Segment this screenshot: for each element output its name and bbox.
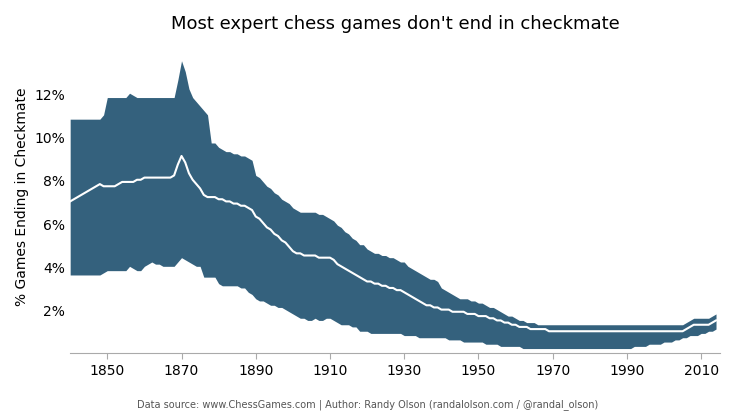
Title: Most expert chess games don't end in checkmate: Most expert chess games don't end in che… xyxy=(171,15,619,33)
Y-axis label: % Games Ending in Checkmate: % Games Ending in Checkmate xyxy=(15,88,29,306)
Text: Data source: www.ChessGames.com | Author: Randy Olson (randalolson.com / @randal: Data source: www.ChessGames.com | Author… xyxy=(138,398,598,409)
